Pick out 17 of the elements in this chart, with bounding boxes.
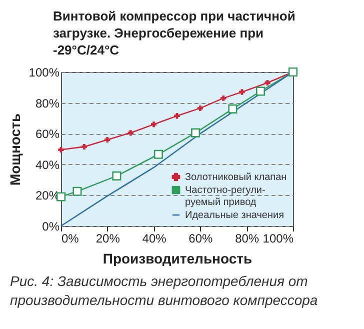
y-tick-label: 80% <box>35 96 60 110</box>
text: Рис. 4: Зависимость энергопотребления от производительности винтового компрессора <box>10 272 318 310</box>
x-tick-label: 100% <box>262 232 294 246</box>
x-tick-label: 80% <box>235 232 260 246</box>
chart-title: Винтовой компрессор при частичной загрузке. Энергосбережение при -29°C/24°C <box>53 8 296 58</box>
y-tick-label: 100% <box>28 66 60 80</box>
x-tick-label: 0% <box>62 232 80 246</box>
x-tick-label: 60% <box>188 232 214 246</box>
y-tick-label: 60% <box>35 127 60 142</box>
y-tick-label: 0% <box>42 220 60 234</box>
legend-label: Частотно-регули-руемый привод <box>185 185 266 208</box>
y-axis-title: Мощность <box>6 113 23 186</box>
legend-label: Золотниковый клапан <box>185 172 287 183</box>
x-tick-label: 40% <box>142 232 167 246</box>
legend-label: Идеальные значения <box>185 210 284 221</box>
x-tick-label: 20% <box>96 232 120 246</box>
y-tick-label: 40% <box>35 158 60 172</box>
